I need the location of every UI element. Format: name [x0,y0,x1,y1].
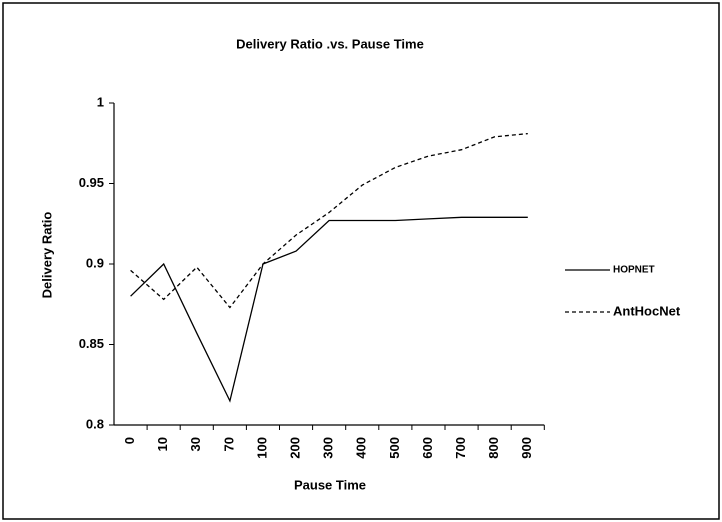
x-tick-label: 300 [321,437,336,459]
y-tick-label: 0.85 [79,336,104,351]
y-tick-label: 0.9 [86,255,104,270]
x-tick-label: 0 [122,437,137,444]
x-axis-title: Pause Time [294,477,366,492]
legend-label: HOPNET [613,265,655,276]
series-line [130,216,528,403]
y-axis-title: Delivery Ratio [39,212,54,299]
x-tick-label: 500 [387,437,402,459]
x-tick-label: 70 [221,437,236,451]
x-tick-label: 700 [453,437,468,459]
x-tick-label: 800 [486,437,501,459]
y-tick-label: 0.8 [86,416,104,431]
legend-label: AntHocNet [613,303,681,318]
x-tick-label: 100 [254,437,269,459]
x-tick-label: 900 [519,437,534,459]
x-tick-label: 200 [287,437,302,459]
y-tick-label: 1 [97,94,104,109]
x-tick-label: 600 [420,437,435,459]
y-tick-label: 0.95 [79,175,104,190]
x-tick-label: 400 [354,437,369,459]
x-tick-label: 30 [188,437,203,451]
x-tick-label: 10 [155,437,170,451]
series-line [130,132,528,309]
chart-title: Delivery Ratio .vs. Pause Time [236,36,424,51]
